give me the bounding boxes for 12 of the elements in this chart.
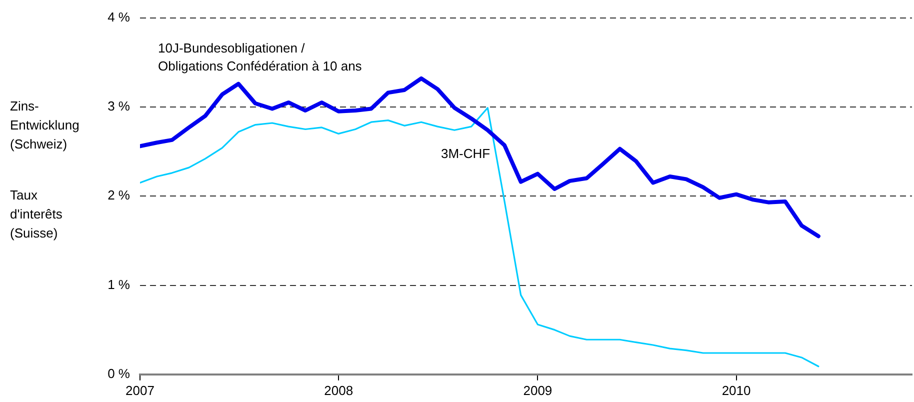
y-tick-label: 3 %	[108, 98, 130, 114]
y-tick-label: 2 %	[108, 188, 130, 203]
y-tick-label: 4 %	[108, 9, 130, 24]
text: 10J-Bundesobligationen / Obligations Confédération à 10 ans	[158, 40, 362, 74]
x-tick-label: 2010	[722, 382, 751, 398]
text: Zins- Entwicklung (Schweiz) Taux d'interêts (Suisse)	[10, 98, 80, 241]
y-tick-label: 0 %	[108, 366, 130, 381]
series-label: 3M-CHF	[440, 146, 490, 162]
x-tick-label: 2008	[324, 382, 354, 398]
x-tick-label: 2009	[523, 382, 552, 398]
x-tick-label: 2007	[126, 382, 154, 398]
y-tick-label: 1 %	[108, 276, 130, 292]
